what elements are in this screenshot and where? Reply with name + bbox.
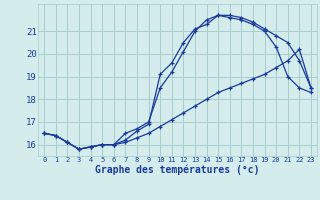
X-axis label: Graphe des températures (°c): Graphe des températures (°c) bbox=[95, 165, 260, 175]
